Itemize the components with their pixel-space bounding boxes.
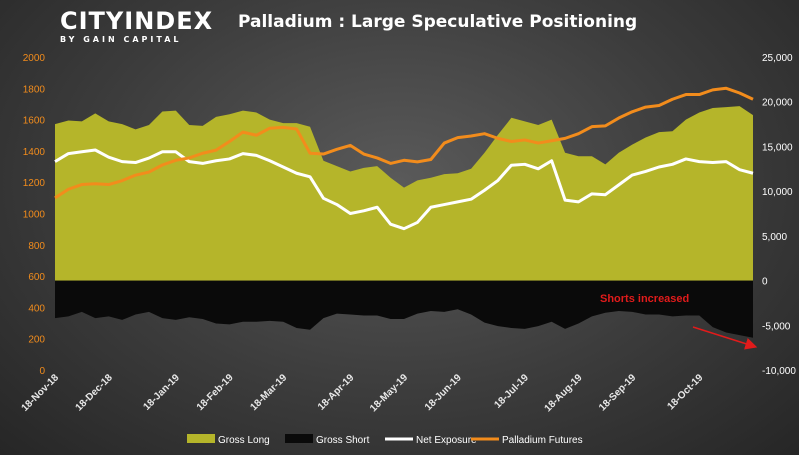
legend: Gross Long Gross Short Net Exposure Palladi… [187, 434, 583, 446]
legend-label-gross-long: Gross Long [218, 435, 270, 446]
right-axis-tick: 25,000 [762, 53, 793, 64]
left-axis-tick: 1600 [23, 116, 46, 127]
chart-title: Palladium : Large Speculative Positionin… [238, 12, 638, 32]
annotation-arrow [692, 326, 758, 350]
right-axis-tick: 5,000 [762, 232, 787, 243]
x-axis-tick: 18-Sep-19 [597, 372, 638, 413]
left-axis-tick: 600 [28, 272, 45, 283]
left-axis-tick: 1000 [23, 210, 46, 221]
x-axis-tick: 18-May-19 [368, 372, 410, 414]
gross-long-area [55, 106, 753, 281]
left-axis-tick: 0 [39, 366, 45, 377]
legend-swatch-gross-long [187, 434, 215, 443]
annotation-group: Shorts increased [600, 293, 758, 350]
right-axis-tick: -5,000 [762, 321, 791, 332]
left-axis-tick: 1800 [23, 84, 46, 95]
x-axis-tick: 18-Aug-19 [543, 372, 585, 414]
left-axis-tick: 400 [28, 303, 45, 314]
annotation-text: Shorts increased [600, 293, 689, 305]
area-layer [55, 106, 753, 338]
left-axis: 0 200 400 600 800 1000 1200 1400 1600 1800 2000 [23, 53, 46, 377]
line-layer [54, 86, 754, 231]
right-axis-tick: 0 [762, 277, 768, 288]
x-axis-tick: 18-Feb-19 [195, 372, 236, 413]
cityindex-logo: CITYINDEX BY GAIN CAPITAL [60, 7, 214, 44]
gross-short-area [55, 280, 753, 338]
logo-tagline: BY GAIN CAPITAL [60, 35, 182, 44]
right-axis-tick: -10,000 [762, 366, 796, 377]
x-axis-tick: 18-Jun-19 [423, 372, 464, 413]
x-axis-tick: 18-Jan-19 [142, 372, 183, 413]
legend-label-gross-short: Gross Short [316, 435, 370, 446]
x-axis-tick: 18-Apr-19 [316, 372, 357, 413]
legend-swatch-gross-short [285, 434, 313, 443]
right-axis-tick: 20,000 [762, 98, 793, 109]
right-axis-tick: 10,000 [762, 187, 793, 198]
left-axis-tick: 2000 [23, 53, 46, 64]
legend-label-net-exposure: Net Exposure [416, 435, 477, 446]
x-axis-tick: 18-Oct-19 [665, 372, 705, 412]
right-axis: -10,000 -5,000 0 5,000 10,000 15,000 20,000 25,… [762, 53, 796, 377]
left-axis-tick: 1200 [23, 178, 46, 189]
right-axis-tick: 15,000 [762, 142, 793, 153]
left-axis-tick: 200 [28, 335, 45, 346]
x-axis-tick: 18-Jul-19 [492, 372, 531, 411]
left-axis-tick: 1400 [23, 147, 46, 158]
x-axis-tick: 18-Dec-18 [74, 372, 115, 413]
left-axis-tick: 800 [28, 241, 45, 252]
x-axis-tick: 18-Nov-18 [20, 372, 62, 414]
logo-wordmark: CITYINDEX [60, 7, 214, 35]
x-axis-tick: 18-Mar-19 [249, 372, 290, 413]
x-axis: 18-Nov-18 18-Dec-18 18-Jan-19 18-Feb-19 18-M… [20, 372, 706, 414]
legend-label-palladium-futures: Palladium Futures [502, 435, 583, 446]
palladium-futures-line [54, 86, 754, 200]
net-exposure-line [54, 148, 754, 231]
